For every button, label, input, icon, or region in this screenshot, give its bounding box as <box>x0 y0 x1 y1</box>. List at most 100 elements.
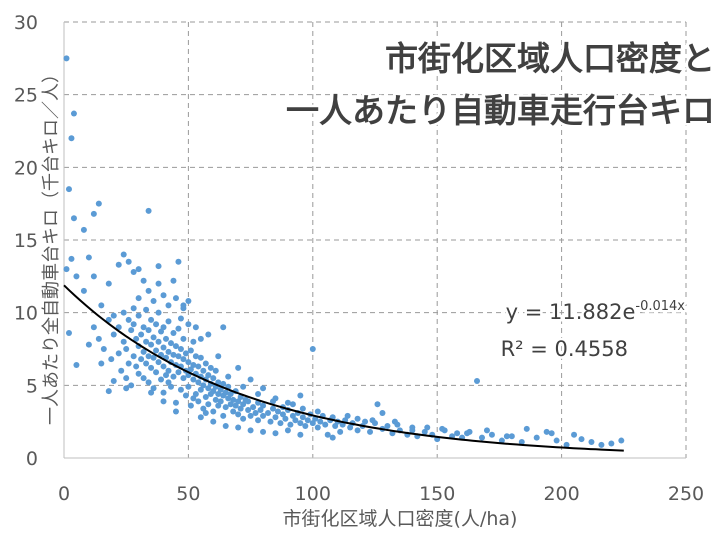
data-point <box>167 340 174 347</box>
data-point <box>190 338 197 345</box>
trendline-layer <box>63 284 624 452</box>
data-point <box>187 366 194 373</box>
data-point <box>105 388 112 395</box>
data-point <box>145 379 152 386</box>
data-point <box>190 395 197 402</box>
data-point <box>120 338 127 345</box>
data-point <box>409 427 416 434</box>
data-point <box>195 398 202 405</box>
data-point <box>133 335 140 342</box>
data-point <box>212 396 219 403</box>
data-point <box>292 417 299 424</box>
data-point <box>369 417 376 424</box>
data-point <box>115 324 122 331</box>
data-point <box>227 401 234 408</box>
data-point <box>133 363 140 370</box>
data-point <box>354 427 361 434</box>
data-point <box>192 391 199 398</box>
data-point <box>172 408 179 415</box>
data-point <box>108 356 115 363</box>
data-point <box>170 330 177 337</box>
data-point <box>230 396 237 403</box>
data-point <box>190 376 197 383</box>
data-point <box>227 391 234 398</box>
data-point <box>175 353 182 360</box>
data-point <box>95 335 102 342</box>
data-point <box>588 439 595 446</box>
data-point <box>145 327 152 334</box>
data-point <box>304 417 311 424</box>
data-point <box>135 370 142 377</box>
data-point <box>277 420 284 427</box>
data-point <box>95 200 102 207</box>
data-point <box>155 309 162 316</box>
data-point <box>518 439 525 446</box>
data-point <box>125 316 132 323</box>
data-point <box>200 405 207 412</box>
data-point <box>222 389 229 396</box>
data-point <box>441 427 448 434</box>
data-point <box>245 407 252 414</box>
data-point <box>260 402 267 409</box>
data-point <box>464 430 471 437</box>
data-point <box>454 430 461 437</box>
data-point <box>172 295 179 302</box>
data-point <box>150 334 157 341</box>
data-point <box>267 418 274 425</box>
data-point <box>578 436 585 443</box>
data-point <box>143 306 150 313</box>
data-point <box>130 353 137 360</box>
chart-title-line2: 一人あたり自動車走行台キロ <box>286 91 715 130</box>
data-point <box>70 215 77 222</box>
x-tick-label: 0 <box>58 483 70 505</box>
y-tick-label: 0 <box>26 448 38 470</box>
data-point <box>215 391 222 398</box>
data-point <box>172 343 179 350</box>
data-point <box>289 401 296 408</box>
data-point <box>212 367 219 374</box>
data-point <box>65 186 72 193</box>
data-point <box>105 280 112 287</box>
data-point <box>145 353 152 360</box>
data-point <box>180 375 187 382</box>
data-point <box>240 383 247 390</box>
data-point <box>128 382 135 389</box>
data-point <box>135 295 142 302</box>
data-point <box>289 412 296 419</box>
data-point <box>220 412 227 419</box>
axes: 0 50 100 150 200 250 0 5 10 15 20 25 30 <box>14 12 704 505</box>
data-point <box>272 414 279 421</box>
data-point <box>85 341 92 348</box>
data-point <box>85 254 92 261</box>
scatter-points <box>63 55 625 448</box>
data-point <box>135 266 142 273</box>
data-point <box>347 424 354 431</box>
data-point <box>155 263 162 270</box>
data-point <box>215 402 222 409</box>
data-point <box>297 431 304 438</box>
data-point <box>110 331 117 338</box>
data-point <box>170 373 177 380</box>
data-point <box>175 325 182 332</box>
data-point <box>73 273 80 280</box>
data-point <box>274 408 281 415</box>
data-point <box>424 424 431 431</box>
data-point <box>145 207 152 214</box>
data-point <box>232 402 239 409</box>
data-point <box>329 434 336 441</box>
data-point <box>272 430 279 437</box>
data-point <box>160 324 167 331</box>
data-point <box>299 414 306 421</box>
data-point <box>160 363 167 370</box>
data-point <box>177 346 184 352</box>
trendline-equation: y = 11.882e-0.014x <box>506 299 686 324</box>
data-point <box>235 364 242 371</box>
data-point <box>165 367 172 374</box>
x-tick-label: 250 <box>668 483 704 505</box>
data-point <box>230 408 237 415</box>
data-point <box>180 335 187 342</box>
r-squared-label: R² = 0.4558 <box>501 337 628 361</box>
data-point <box>269 398 276 405</box>
data-point <box>297 392 304 399</box>
